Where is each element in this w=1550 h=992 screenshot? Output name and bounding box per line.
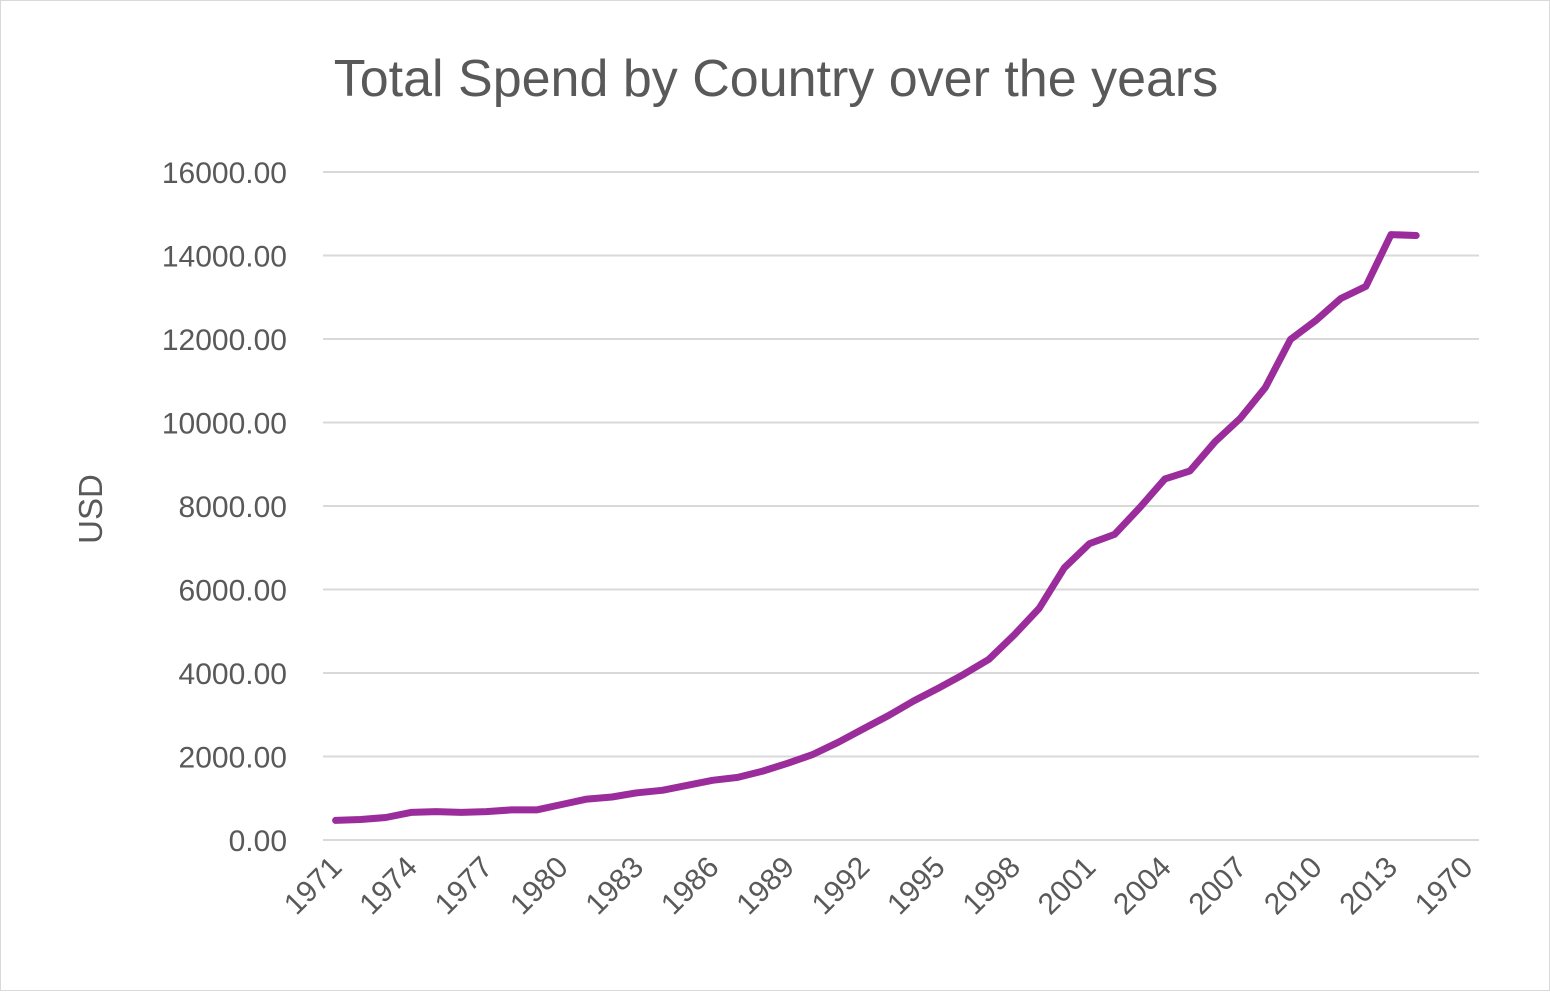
x-tick-label: 2007 xyxy=(1183,851,1254,922)
y-tick-label: 12000.00 xyxy=(162,324,287,357)
x-tick-label: 1986 xyxy=(655,851,726,922)
x-tick-label: 1983 xyxy=(580,851,651,922)
series-layer xyxy=(332,231,1420,824)
x-tick-label: 1970 xyxy=(1409,851,1480,922)
y-tick-label: 2000.00 xyxy=(179,742,287,775)
y-tick-label: 14000.00 xyxy=(162,241,287,274)
y-tick-label: 0.00 xyxy=(229,825,287,858)
x-tick-label: 1989 xyxy=(730,851,801,922)
y-tick-label: 6000.00 xyxy=(179,575,287,608)
y-tick-label: 8000.00 xyxy=(179,491,287,524)
x-tick-label: 2001 xyxy=(1032,851,1103,922)
series-line xyxy=(332,231,1420,824)
x-tick-label: 1977 xyxy=(429,851,500,922)
x-tick-label: 1980 xyxy=(504,851,575,922)
x-tick-label: 1995 xyxy=(881,851,952,922)
x-tick-label: 2010 xyxy=(1258,851,1329,922)
x-tick-label: 1974 xyxy=(353,851,424,922)
x-axis-tick-labels: 1971 1974 1977 1980 1983 1986 1989 1992 1995 1998… xyxy=(278,851,1479,922)
y-axis-tick-labels: 0.00 2000.00 4000.00 6000.00 8000.00 10000.00… xyxy=(162,157,287,858)
x-tick-label: 2013 xyxy=(1333,851,1404,922)
x-tick-label: 2004 xyxy=(1107,851,1178,922)
y-tick-label: 4000.00 xyxy=(179,658,287,691)
y-tick-label: 10000.00 xyxy=(162,408,287,441)
y-axis-title: USD xyxy=(72,474,109,544)
chart-title: Total Spend by Country over the years xyxy=(334,50,1218,108)
x-tick-label: 1998 xyxy=(957,851,1028,922)
x-tick-label: 1971 xyxy=(278,851,349,922)
x-tick-label: 1992 xyxy=(806,851,877,922)
y-tick-label: 16000.00 xyxy=(162,157,287,190)
gridlines xyxy=(323,171,1479,841)
